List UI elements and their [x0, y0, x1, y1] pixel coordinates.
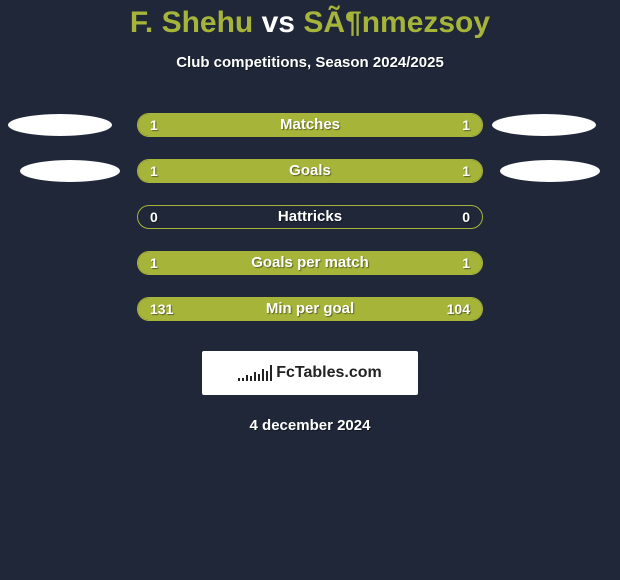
- stat-row: 00Hattricks: [0, 205, 620, 229]
- stat-value-right: 104: [447, 297, 470, 321]
- logo-box: FcTables.com: [202, 351, 418, 395]
- stat-value-left: 1: [150, 113, 158, 137]
- stat-bar-right-fill: [310, 114, 482, 136]
- title-player2: SÃ¶nmezsoy: [303, 6, 490, 39]
- stat-bar: [137, 113, 483, 137]
- footer-date: 4 december 2024: [250, 417, 371, 434]
- side-ellipse-placeholder: [20, 160, 120, 182]
- stat-value-left: 0: [150, 205, 158, 229]
- stat-bar-right-fill: [310, 252, 482, 274]
- stat-bar: [137, 251, 483, 275]
- stat-value-right: 1: [462, 251, 470, 275]
- stat-row: 131104Min per goal: [0, 297, 620, 321]
- title-player1: F. Shehu: [130, 6, 253, 39]
- stat-value-left: 1: [150, 251, 158, 275]
- title-vs: vs: [262, 6, 295, 39]
- subtitle: Club competitions, Season 2024/2025: [176, 54, 444, 71]
- stat-bar: [137, 297, 483, 321]
- stat-bar-left-fill: [138, 114, 310, 136]
- side-ellipse-placeholder: [492, 114, 596, 136]
- stat-bar-left-fill: [138, 252, 310, 274]
- stat-value-right: 1: [462, 113, 470, 137]
- comparison-infographic: F. Shehu vs SÃ¶nmezsoy Club competitions…: [0, 0, 620, 580]
- stat-value-left: 1: [150, 159, 158, 183]
- stat-value-right: 0: [462, 205, 470, 229]
- logo: FcTables.com: [238, 364, 382, 382]
- stat-bar: [137, 159, 483, 183]
- side-ellipse-placeholder: [8, 114, 112, 136]
- page-title: F. Shehu vs SÃ¶nmezsoy: [130, 6, 490, 40]
- stat-row: 11Goals per match: [0, 251, 620, 275]
- side-ellipse-placeholder: [500, 160, 600, 182]
- stat-bar-left-fill: [138, 160, 310, 182]
- stat-bar-right-fill: [310, 160, 482, 182]
- stat-bar: [137, 205, 483, 229]
- stat-value-left: 131: [150, 297, 173, 321]
- logo-bars-icon: [238, 365, 272, 381]
- stats-rows: 11Matches11Goals00Hattricks11Goals per m…: [0, 113, 620, 321]
- logo-text: FcTables.com: [276, 364, 382, 382]
- stat-value-right: 1: [462, 159, 470, 183]
